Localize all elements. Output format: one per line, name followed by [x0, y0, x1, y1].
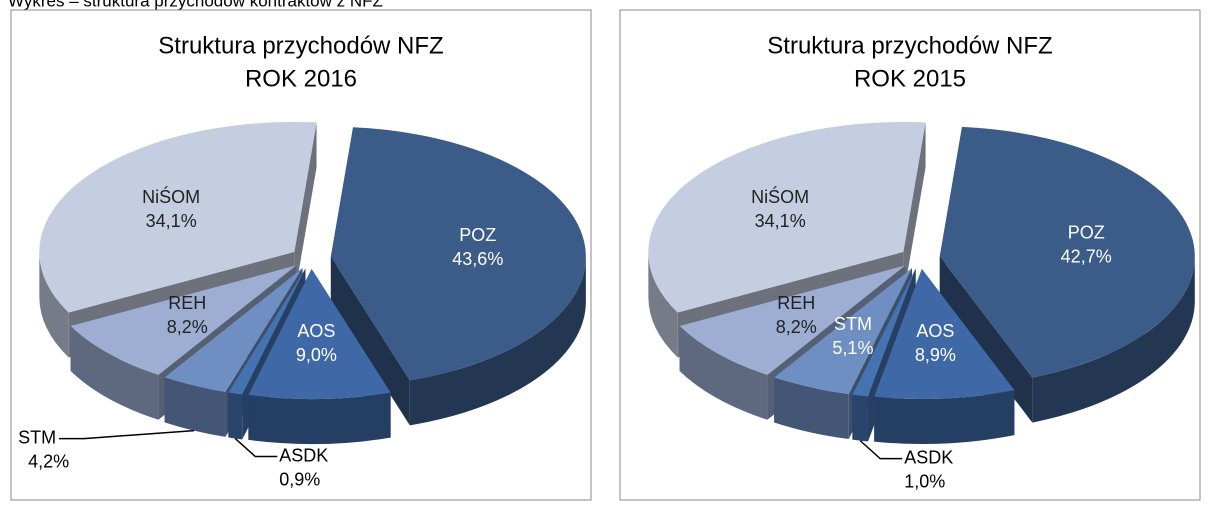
slice-category-label: POZ: [1068, 223, 1105, 243]
slice-category-label: REH: [777, 293, 815, 313]
chart-title: Struktura przychodów NFZ: [158, 32, 443, 59]
slice-side: [679, 325, 768, 420]
slice-side: [409, 256, 586, 426]
chart-subtitle: ROK 2016: [245, 65, 357, 92]
slice-category-label: REH: [168, 293, 206, 313]
slice-category-label: POZ: [459, 225, 496, 245]
slice-value-label: 34,1%: [755, 211, 806, 231]
slice-wall: [228, 268, 306, 438]
slice: [852, 268, 916, 397]
slice-value-label: 43,6%: [452, 249, 503, 269]
slice-value-label: 8,9%: [915, 345, 956, 365]
slice: [939, 126, 1195, 378]
slice-value-label: 0,9%: [279, 469, 320, 489]
leader-line: [59, 429, 195, 440]
chart-title: Struktura przychodów NFZ: [767, 32, 1052, 59]
slice: [248, 268, 391, 399]
slice-category-label: ASDK: [904, 447, 953, 467]
slice-value-label: 1,0%: [904, 471, 945, 491]
slice: [774, 268, 913, 395]
caption: Wykres – struktura przychodów kontraktów…: [8, 0, 383, 10]
slice-value-label: 8,2%: [776, 317, 817, 337]
slice: [164, 267, 303, 392]
slice-category-label: ASDK: [279, 445, 328, 465]
slice-side: [70, 325, 159, 420]
leader-line: [234, 437, 278, 458]
slice-side: [1032, 256, 1195, 423]
slice: [228, 268, 306, 395]
slice-value-label: 5,1%: [832, 338, 873, 358]
chart-subtitle: ROK 2015: [854, 65, 966, 92]
slice-wall: [903, 122, 926, 297]
slice-value-label: 42,7%: [1061, 247, 1112, 267]
slice-value-label: 34,1%: [146, 211, 197, 231]
slice: [70, 265, 297, 375]
slice: [648, 121, 926, 313]
slice-side: [248, 392, 391, 444]
slice-side: [774, 377, 849, 440]
slice-category-label: NiŚOM: [142, 186, 200, 207]
slice-value-label: 8,2%: [167, 317, 208, 337]
leader-line: [859, 440, 903, 460]
slice-side: [648, 251, 678, 358]
slice-side: [228, 392, 243, 440]
slice-category-label: NiŚOM: [751, 186, 809, 207]
slice-value-label: 4,2%: [28, 451, 69, 471]
slice-category-label: STM: [18, 427, 56, 447]
slice: [874, 268, 1015, 399]
slice-wall: [294, 122, 317, 297]
slice: [330, 127, 586, 381]
slice-side: [852, 394, 869, 442]
slice-side: [164, 377, 226, 437]
slice-value-label: 9,0%: [296, 345, 337, 365]
slice-wall: [330, 256, 410, 426]
slice-wall: [852, 268, 916, 440]
slice: [39, 121, 317, 313]
slice-category-label: AOS: [916, 321, 954, 341]
slice-category-label: STM: [834, 314, 872, 334]
slice: [679, 265, 906, 375]
slice-side: [874, 390, 1015, 444]
slice-category-label: AOS: [297, 321, 335, 341]
slice-side: [39, 251, 69, 358]
slice-wall: [939, 256, 1033, 423]
